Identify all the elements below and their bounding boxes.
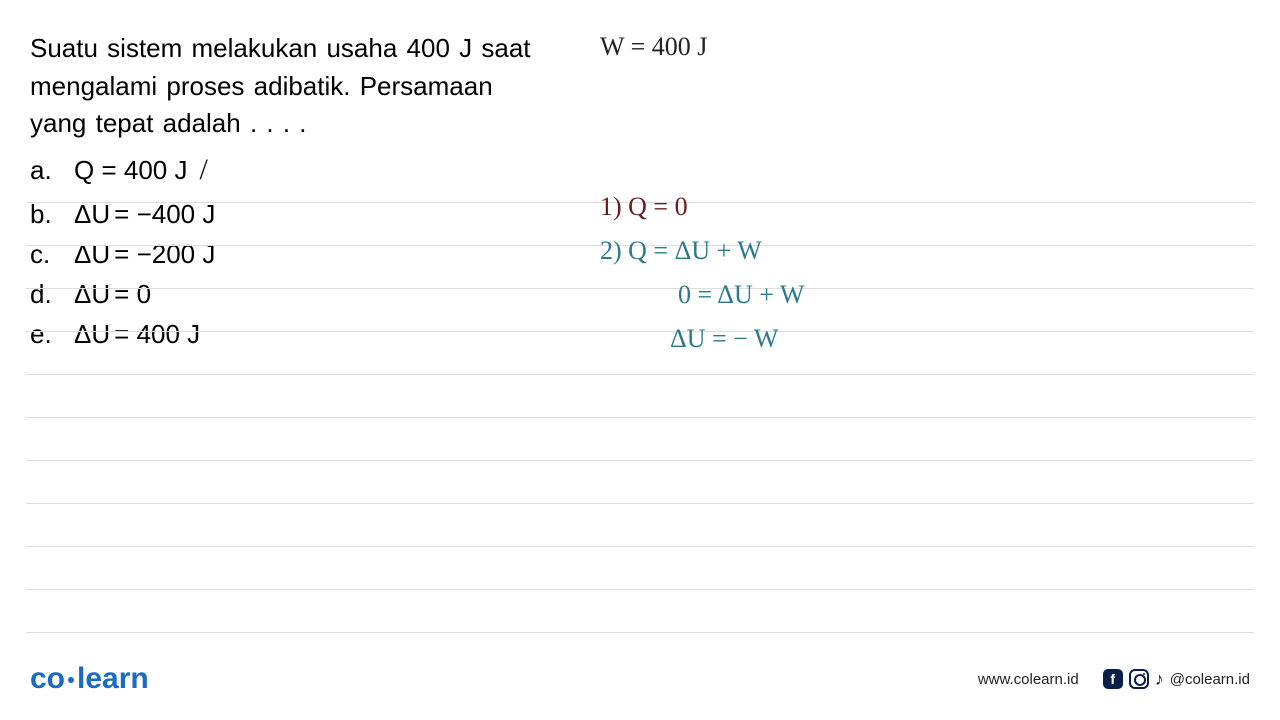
rule-line [26,590,1254,633]
question-line-2: mengalami proses adibatik. Persamaan [30,68,570,106]
social-handle[interactable]: @colearn.id [1170,671,1250,688]
rule-line [26,461,1254,504]
rule-line [26,504,1254,547]
facebook-icon[interactable]: f [1103,669,1123,689]
handwritten-step2c: ΔU = − W [670,324,778,354]
rule-line [26,418,1254,461]
work-column: W = 400 J 1) Q = 0 2) Q = ΔU + W 0 = ΔU … [570,30,1250,355]
handwritten-given: W = 400 J [600,32,707,62]
logo-learn: learn [77,662,149,695]
logo-dot-icon [68,677,74,683]
handwritten-step2b: 0 = ΔU + W [678,280,804,310]
footer: colearn www.colearn.id f ♪ @colearn.id [30,662,1250,696]
handwritten-step1: 1) Q = 0 [600,192,688,222]
rule-line [26,375,1254,418]
tiktok-icon[interactable]: ♪ [1155,669,1164,690]
rule-line [26,547,1254,590]
colearn-logo: colearn [30,662,149,696]
question-line-1: Suatu sistem melakukan usaha 400 J saat [30,30,570,68]
handwritten-step2: 2) Q = ΔU + W [600,236,762,266]
social-icons: f ♪ @colearn.id [1103,669,1250,690]
website-url[interactable]: www.colearn.id [978,671,1079,688]
question-line-3: yang tepat adalah . . . . [30,105,570,143]
footer-links: www.colearn.id f ♪ @colearn.id [978,669,1250,690]
logo-co: co [30,662,65,695]
instagram-icon[interactable] [1129,669,1149,689]
question-text: Suatu sistem melakukan usaha 400 J saat … [30,30,570,143]
